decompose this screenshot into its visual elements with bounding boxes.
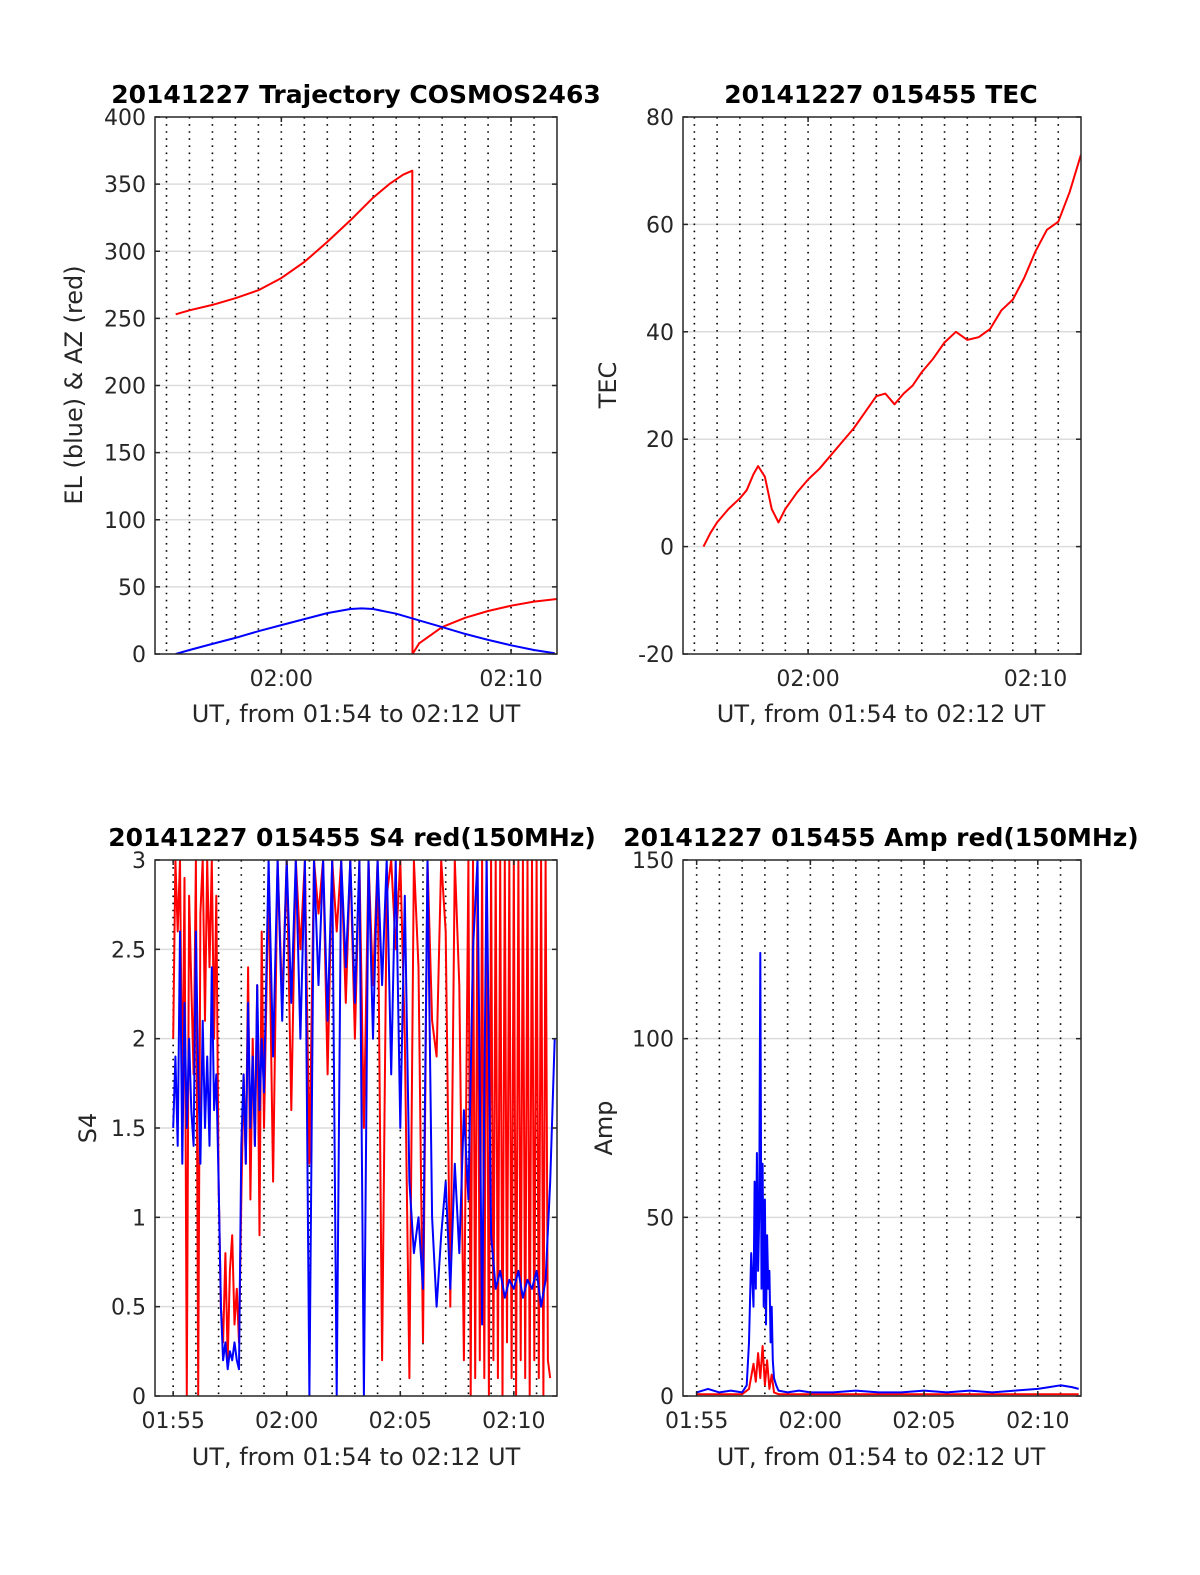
y-tick-label: 150 [632, 849, 674, 874]
plot-title: 20141227 015455 S4 red(150MHz) [108, 823, 596, 852]
y-axis-label: EL (blue) & AZ (red) [60, 265, 88, 504]
y-tick-label: 40 [646, 321, 674, 346]
y-axis-label: Amp [590, 1100, 618, 1155]
series-group [702, 154, 1081, 548]
y-axis-label: S4 [74, 1113, 102, 1144]
series-group [175, 169, 557, 654]
plot-title: 20141227 015455 Amp red(150MHz) [623, 823, 1139, 852]
y-tick-label: 2 [132, 1028, 146, 1053]
y-tick-label: 150 [104, 442, 146, 467]
y-tick-label: 3 [132, 849, 146, 874]
y-tick-label: 300 [104, 240, 146, 265]
x-tick-label: 02:10 [1004, 667, 1067, 692]
x-tick-label: 02:00 [255, 1409, 318, 1434]
y-tick-label: 20 [646, 428, 674, 453]
x-tick-label: 01:55 [665, 1409, 728, 1434]
x-tick-label: 02:00 [779, 1409, 842, 1434]
x-axis-label: UT, from 01:54 to 02:12 UT [717, 700, 1046, 728]
y-tick-label: 100 [632, 1028, 674, 1053]
axes-frame [682, 859, 1082, 1397]
y-tick-label: 0 [132, 1385, 146, 1410]
x-tick-label: 02:00 [250, 667, 313, 692]
x-tick-label: 02:00 [776, 667, 839, 692]
series-line-red [696, 1345, 1079, 1396]
y-tick-label: 50 [118, 576, 146, 601]
series-line-blue [175, 607, 555, 654]
y-tick-label: 1 [132, 1206, 146, 1231]
series-line-blue [696, 951, 1079, 1394]
series-group [696, 951, 1079, 1396]
x-tick-label: 02:05 [369, 1409, 432, 1434]
plot-s4: 20141227 015455 S4 red(150MHz) UT, from … [74, 823, 596, 1471]
x-tick-label: 02:10 [479, 667, 542, 692]
plot-tec: 20141227 015455 TEC UT, from 01:54 to 02… [594, 80, 1082, 728]
y-tick-label: 100 [104, 509, 146, 534]
axes-frame [682, 116, 1082, 655]
plot-title: 20141227 015455 TEC [724, 80, 1037, 109]
plot-title: 20141227 Trajectory COSMOS2463 [111, 80, 601, 109]
x-tick-label: 02:05 [892, 1409, 955, 1434]
x-axis-label: UT, from 01:54 to 02:12 UT [717, 1443, 1046, 1471]
x-tick-label: 02:10 [482, 1409, 545, 1434]
x-tick-label: 02:10 [1006, 1409, 1069, 1434]
y-tick-label: 0 [660, 536, 674, 561]
y-tick-label: -20 [638, 643, 674, 668]
y-tick-label: 350 [104, 173, 146, 198]
y-axis-label: TEC [594, 362, 622, 410]
x-axis-label: UT, from 01:54 to 02:12 UT [192, 1443, 521, 1471]
y-tick-label: 250 [104, 307, 146, 332]
plot-trajectory: 20141227 Trajectory COSMOS2463 UT, from … [60, 80, 601, 728]
y-tick-label: 2.5 [111, 938, 146, 963]
y-tick-label: 400 [104, 106, 146, 131]
y-tick-label: 60 [646, 213, 674, 238]
series-line-red [702, 154, 1081, 548]
y-tick-label: 200 [104, 375, 146, 400]
y-tick-label: 0 [132, 643, 146, 668]
series-group [172, 860, 556, 1396]
x-axis-label: UT, from 01:54 to 02:12 UT [192, 700, 521, 728]
y-tick-label: 1.5 [111, 1117, 146, 1142]
y-tick-label: 0.5 [111, 1296, 146, 1321]
y-tick-label: 0 [660, 1385, 674, 1410]
y-tick-label: 50 [646, 1206, 674, 1231]
series-line-blue [172, 860, 556, 1396]
x-tick-label: 01:55 [141, 1409, 204, 1434]
y-tick-label: 80 [646, 106, 674, 131]
plot-amp: 20141227 015455 Amp red(150MHz) UT, from… [590, 823, 1139, 1471]
series-line-red [175, 169, 557, 654]
